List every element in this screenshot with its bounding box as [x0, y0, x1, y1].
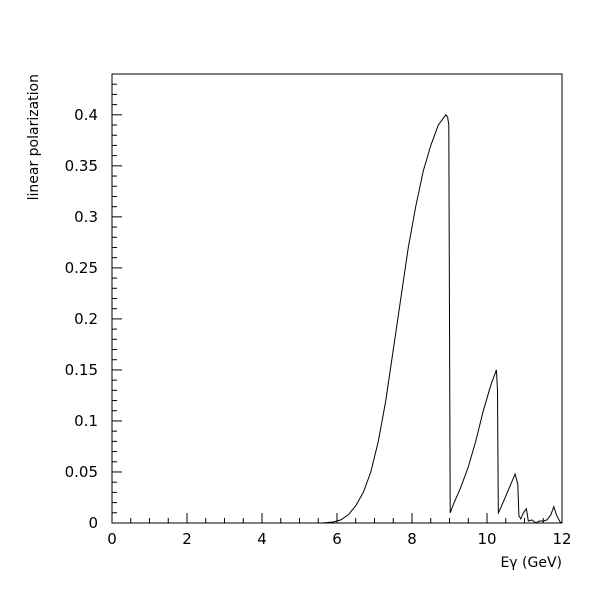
series-line-polarization [310, 113, 563, 524]
y-tick-label: 0 [88, 514, 98, 532]
y-tick-label: 0.4 [74, 106, 98, 124]
y-axis-label: linear polarization [26, 74, 42, 200]
y-tick-label: 0.25 [65, 259, 98, 277]
y-tick-label: 0.1 [74, 412, 98, 430]
y-tick-label: 0.2 [74, 310, 98, 328]
x-tick-label: 8 [407, 530, 417, 548]
x-tick-label: 6 [332, 530, 342, 548]
x-tick-label: 0 [107, 530, 117, 548]
plot-frame [111, 73, 563, 524]
y-tick-label: 0.15 [65, 361, 98, 379]
labels-layer: 0 2 4 6 8 10 12 0 0.05 0.1 0.15 0.2 0.25 0.3 0.35 0.4 [65, 106, 572, 548]
y-tick-label: 0.3 [74, 208, 98, 226]
x-axis-label: Eγ (GeV) [500, 555, 562, 571]
x-tick-label: 2 [182, 530, 192, 548]
x-tick-label: 10 [477, 530, 496, 548]
ticks-layer [111, 73, 563, 524]
x-tick-label: 12 [552, 530, 571, 548]
x-tick-label: 4 [257, 530, 267, 548]
y-tick-label: 0.35 [65, 157, 98, 175]
y-tick-label: 0.05 [65, 463, 98, 481]
